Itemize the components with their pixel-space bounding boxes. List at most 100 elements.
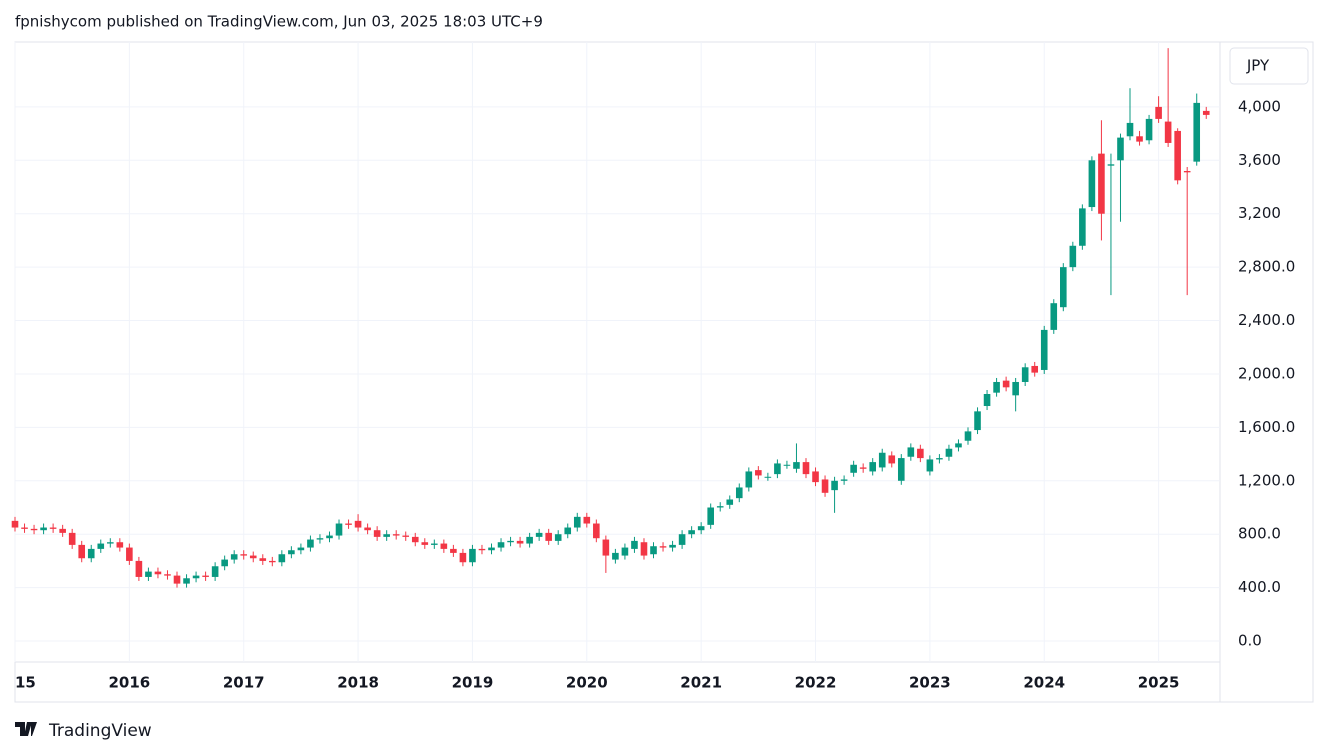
y-tick-label: 2,800.0: [1238, 258, 1295, 276]
candle-body: [135, 560, 143, 577]
candle-body: [774, 463, 781, 475]
x-tick-label: 2018: [337, 674, 379, 692]
x-tick-label: 2021: [680, 674, 722, 692]
candle-body: [1050, 303, 1058, 330]
candle-body: [640, 542, 648, 556]
candle-body: [1012, 381, 1019, 396]
candle-body: [755, 470, 762, 476]
candle-body: [126, 547, 133, 561]
candle-body: [1021, 367, 1029, 382]
candle-body: [869, 462, 876, 472]
candle-body: [335, 523, 343, 536]
currency-box[interactable]: [1229, 47, 1309, 85]
candle-body: [697, 526, 705, 531]
candle-body: [421, 542, 429, 545]
y-tick-label: 1,600.0: [1238, 418, 1295, 436]
x-tick-label: 15: [15, 674, 36, 692]
candle-body: [392, 534, 400, 536]
x-tick-label: 2017: [223, 674, 265, 692]
candle-body: [507, 540, 514, 543]
candle-body: [440, 543, 448, 549]
x-tick-label: 2024: [1023, 674, 1065, 692]
candle-body: [68, 532, 76, 545]
y-tick-label: 2,000.0: [1238, 364, 1295, 382]
candle-body: [812, 471, 819, 483]
candle-body: [211, 566, 219, 577]
candle-body: [345, 523, 352, 525]
candle-body: [650, 546, 657, 555]
candle-body: [192, 575, 200, 579]
y-tick-label: 3,600: [1238, 151, 1281, 169]
candle-body: [1164, 121, 1172, 143]
candle-body: [1136, 136, 1143, 142]
candle-body: [1040, 329, 1048, 370]
candle-body: [59, 528, 66, 533]
candle-body: [1069, 245, 1077, 268]
candle-body: [164, 574, 171, 576]
candle-body: [183, 578, 190, 584]
candle-body: [840, 479, 848, 481]
candle-body: [888, 455, 896, 464]
y-tick-label: 2,400.0: [1238, 311, 1295, 329]
x-tick-label: 2020: [566, 674, 608, 692]
candle-body: [307, 539, 314, 548]
candle-body: [221, 559, 228, 567]
candle-body: [936, 458, 943, 460]
candle-body: [1002, 380, 1010, 388]
candle-body: [945, 448, 953, 457]
candle-body: [621, 547, 629, 556]
candle-body: [1088, 160, 1096, 208]
currency-label[interactable]: JPY: [1246, 57, 1270, 75]
candle-body: [288, 550, 295, 555]
candle-body: [993, 381, 1000, 393]
candle-body: [259, 558, 267, 561]
candle-body: [469, 548, 476, 563]
candle-body: [859, 467, 867, 469]
y-tick-label: 0.0: [1238, 632, 1262, 650]
candle-body: [11, 520, 19, 528]
candle-body: [249, 555, 257, 559]
candle-body: [1174, 130, 1181, 181]
candle-body: [983, 393, 991, 407]
candle-body: [516, 540, 524, 544]
candle-body: [1031, 365, 1039, 373]
x-tick-label: 2022: [795, 674, 837, 692]
candle-body: [593, 523, 600, 539]
candle-body: [87, 548, 95, 559]
y-tick-label: 800.0: [1238, 525, 1281, 543]
candle-body: [917, 448, 924, 459]
candle-body: [478, 548, 486, 551]
candle-body: [955, 443, 962, 448]
y-tick-label: 400.0: [1238, 578, 1281, 596]
candle-body: [1098, 153, 1105, 214]
candle-body: [116, 542, 124, 548]
candle-body: [535, 532, 543, 537]
candle-body: [1107, 164, 1115, 166]
candle-body: [821, 479, 829, 493]
candle-body: [545, 532, 552, 541]
candle-body: [450, 548, 457, 553]
candle-body: [612, 552, 619, 560]
candle-body: [831, 480, 838, 491]
x-tick-label: 2016: [108, 674, 150, 692]
candle-body: [497, 542, 505, 548]
candle-body: [907, 447, 915, 457]
candle-body: [726, 499, 734, 505]
candle-body: [573, 516, 581, 528]
candle-body: [488, 547, 495, 551]
logo: [15, 722, 37, 736]
chart-title: fpnishycom published on TradingView.com,…: [15, 13, 543, 31]
candle-body: [735, 487, 743, 499]
candle-body: [1117, 137, 1124, 161]
candle-body: [583, 516, 591, 524]
candle-body: [40, 527, 47, 531]
candle-body: [402, 535, 410, 537]
candle-body: [145, 571, 152, 577]
candle-body: [850, 464, 857, 473]
candle-body: [745, 471, 753, 488]
candle-body: [897, 458, 905, 481]
candle-body: [202, 575, 209, 577]
candle-body: [21, 527, 28, 529]
candle-body: [316, 538, 324, 540]
